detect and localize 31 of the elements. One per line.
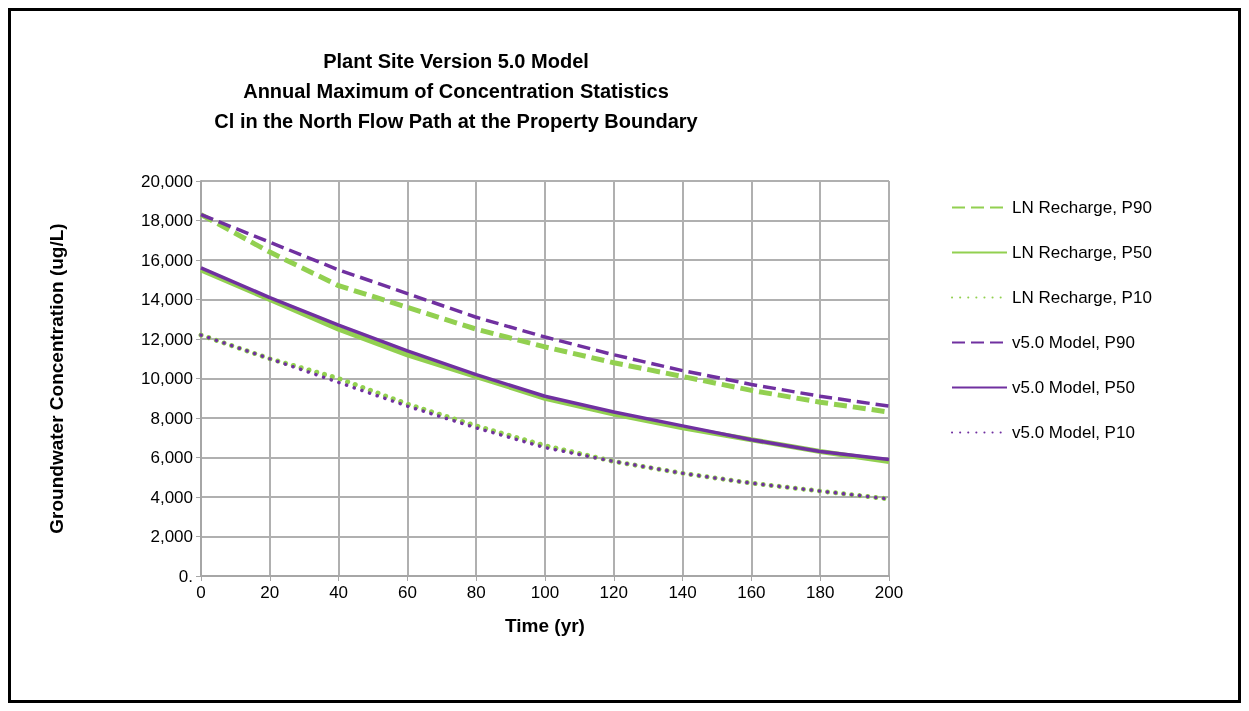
y-tick-label: 0. <box>178 566 193 586</box>
chart-title: Plant Site Version 5.0 Model Annual Maximum of Concentration Statistics Cl in the North Flow Path at the Property Boundary <box>214 50 699 132</box>
y-tick-label: 14,000 <box>141 290 193 309</box>
x-tick-label: 60 <box>397 583 417 602</box>
x-tick-label: 20 <box>260 583 280 602</box>
x-tick-label: 40 <box>329 583 349 602</box>
x-tick-label: 160 <box>737 583 766 602</box>
y-axis-title: Groundwater Concentration (ug/L) <box>46 223 67 534</box>
x-tick-label: 80 <box>466 583 486 602</box>
x-tick-label: 120 <box>599 583 628 602</box>
y-tick-label: 2,000 <box>150 527 193 546</box>
y-tick-label: 10,000 <box>141 369 193 388</box>
x-tick-label: 180 <box>806 583 835 602</box>
legend-label: LN Recharge, P90 <box>1012 198 1152 217</box>
x-tick-label: 0 <box>196 583 206 602</box>
y-tick-label: 20,000 <box>141 171 193 191</box>
x-tick-label: 140 <box>668 583 697 602</box>
legend-label: LN Recharge, P50 <box>1012 243 1152 262</box>
legend-label: v5.0 Model, P50 <box>1012 378 1135 397</box>
y-tick-label: 16,000 <box>141 250 193 270</box>
legend-label: LN Recharge, P10 <box>1012 288 1152 307</box>
y-tick-label: 4,000 <box>150 487 193 507</box>
x-tick-label: 200 <box>874 583 904 602</box>
legend-label: v5.0 Model, P90 <box>1012 333 1135 352</box>
x-tick-label: 100 <box>530 583 560 602</box>
y-tick-label: 6,000 <box>150 448 193 467</box>
y-tick-label: 18,000 <box>141 211 193 230</box>
x-axis-title: Time (yr) <box>505 615 585 636</box>
y-tick-label: 8,000 <box>150 408 193 428</box>
y-tick-label: 12,000 <box>141 329 193 349</box>
legend-label: v5.0 Model, P10 <box>1012 423 1135 442</box>
